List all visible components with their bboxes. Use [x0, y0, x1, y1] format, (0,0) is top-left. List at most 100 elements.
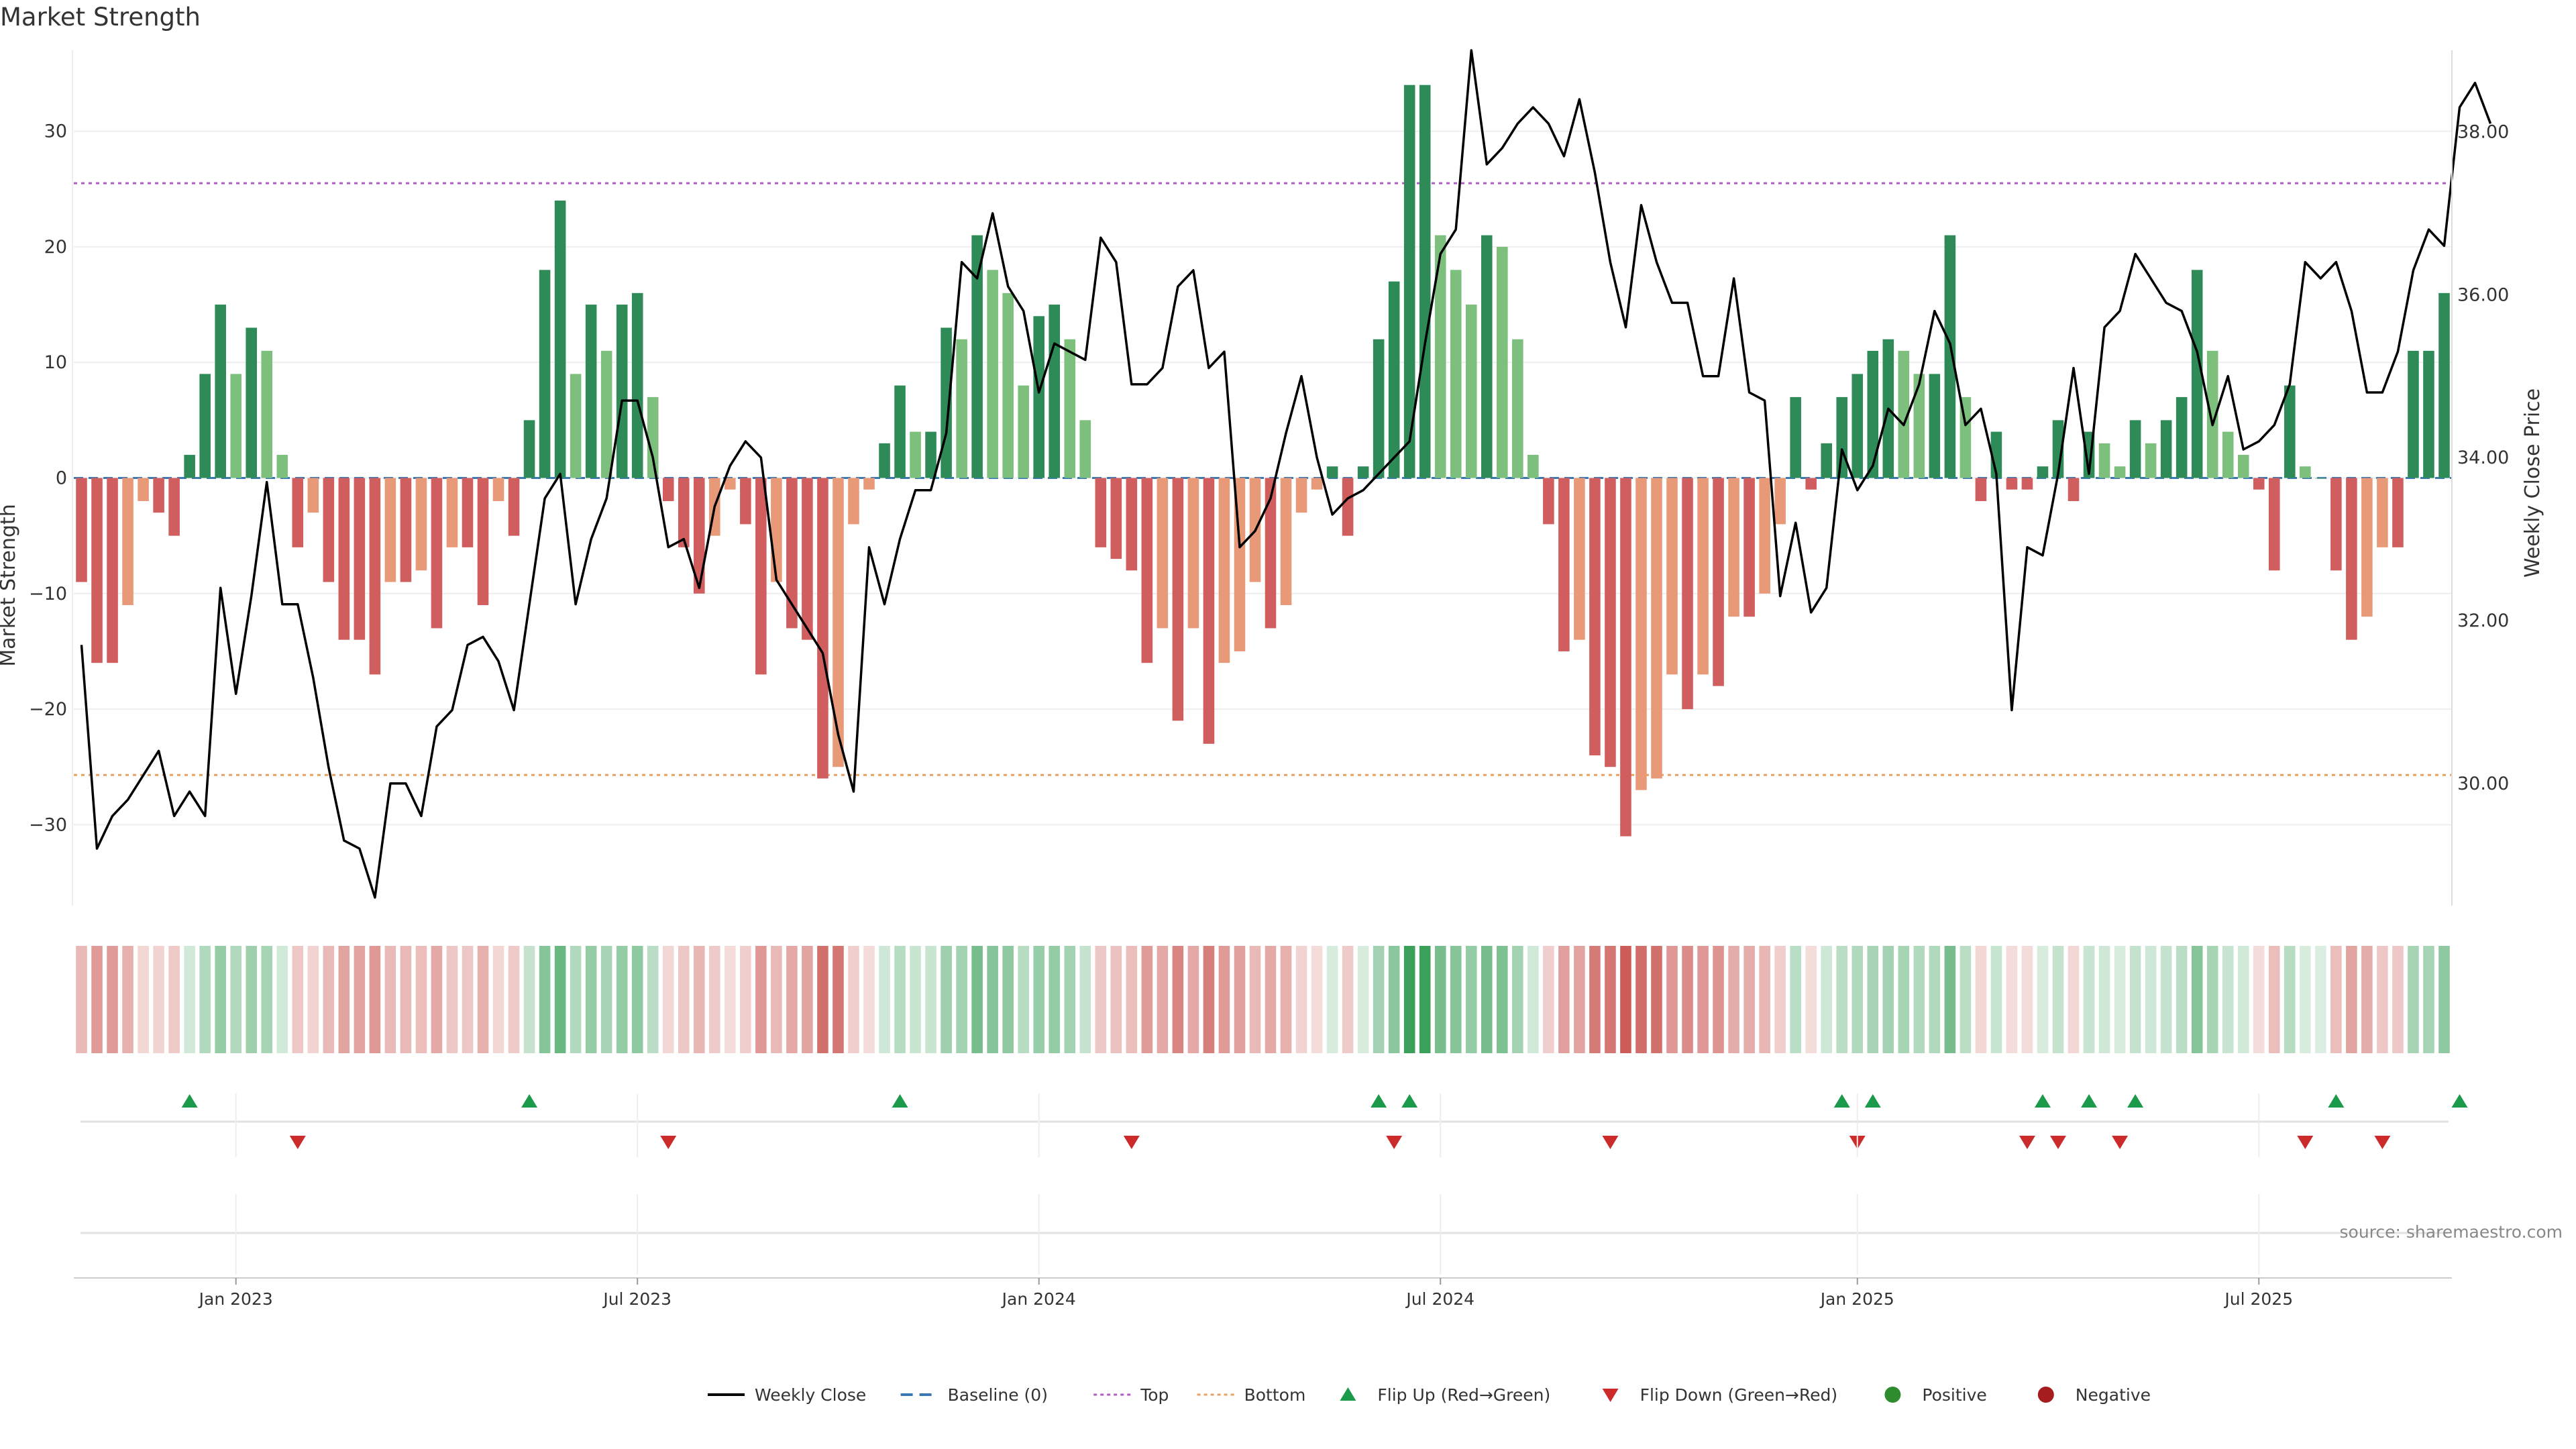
heat-cell [1960, 946, 1972, 1053]
heat-cell [2315, 946, 2326, 1053]
strength-bar [570, 374, 582, 478]
heat-cell [292, 946, 304, 1053]
strength-bar [276, 455, 288, 478]
flip-down-marker [2112, 1136, 2129, 1149]
strength-bar [987, 270, 998, 478]
heat-cell [987, 946, 998, 1053]
strength-bar [153, 478, 164, 513]
heat-cell [1944, 946, 1956, 1053]
strength-bar [354, 478, 366, 640]
heat-cell [802, 946, 813, 1053]
strength-bar [1790, 396, 1801, 478]
strength-bar [1635, 478, 1647, 790]
flip-up-marker [181, 1094, 198, 1108]
heat-cell [1064, 946, 1076, 1053]
strength-bar [523, 420, 535, 478]
heat-cell [323, 946, 335, 1053]
heat-cell [122, 946, 133, 1053]
strength-bar [600, 350, 612, 478]
strength-bar [1975, 478, 1987, 501]
strength-bar [2037, 466, 2049, 478]
heat-cell [446, 946, 458, 1053]
heat-cell [631, 946, 643, 1053]
heat-cell [2191, 946, 2203, 1053]
legend-item: Bottom [1197, 1385, 1305, 1405]
strength-bar [1450, 270, 1462, 478]
strength-bar [1295, 478, 1307, 513]
heat-cell [2021, 946, 2033, 1053]
legend-swatch [1884, 1387, 1901, 1403]
strength-bar [184, 455, 195, 478]
legend-label: Weekly Close [755, 1385, 866, 1405]
strength-bar [230, 374, 241, 478]
heat-cell [1126, 946, 1138, 1053]
heat-cell [1141, 946, 1153, 1053]
heat-cell [1450, 946, 1462, 1053]
legend-item: Flip Up (Red→Green) [1340, 1385, 1550, 1405]
heat-cell [400, 946, 412, 1053]
strength-bar [261, 350, 273, 478]
heat-cell [1049, 946, 1061, 1053]
heat-cell [508, 946, 520, 1053]
strength-bar [1682, 478, 1693, 710]
heat-cell [1373, 946, 1385, 1053]
strength-bar [1311, 478, 1323, 490]
heat-cell [1234, 946, 1246, 1053]
strength-bar [1218, 478, 1230, 663]
strength-bar [2068, 478, 2080, 501]
strength-bar [971, 235, 983, 478]
legend: Weekly Close Baseline (0) Top Bottom Flip Up… [708, 1385, 2151, 1405]
strength-bar [1574, 478, 1585, 640]
strength-bar [879, 443, 890, 478]
heat-cell [1095, 946, 1107, 1053]
flip-up-marker [2127, 1094, 2144, 1108]
heat-cell [771, 946, 782, 1053]
heat-cell [817, 946, 828, 1053]
heat-cell [477, 946, 489, 1053]
strength-bar [307, 478, 319, 513]
heat-cell [2098, 946, 2110, 1053]
strength-bar [678, 478, 690, 547]
strength-bar [215, 305, 226, 478]
heat-cell [2037, 946, 2049, 1053]
heat-cell [755, 946, 767, 1053]
x-tick-label: Jan 2025 [1819, 1289, 1894, 1309]
heat-cell [1172, 946, 1184, 1053]
strength-bar [138, 478, 149, 501]
right-tick-label: 34.00 [2457, 447, 2509, 468]
source-credit: source: sharemaestro.com [2340, 1222, 2563, 1242]
heat-cell [1249, 946, 1261, 1053]
heat-cell [1851, 946, 1864, 1053]
heat-cell [724, 946, 736, 1053]
strength-bar [1373, 339, 1385, 478]
heat-cell [910, 946, 921, 1053]
strength-bar [1728, 478, 1739, 617]
heat-cell [1574, 946, 1585, 1053]
heat-cell [1882, 946, 1894, 1053]
heat-cell [1203, 946, 1215, 1053]
strength-bar [2021, 478, 2033, 490]
strength-bar [1434, 235, 1446, 478]
heat-cell [1033, 946, 1045, 1053]
legend-item: Weekly Close [708, 1385, 866, 1405]
legend-label: Flip Down (Green→Red) [1640, 1385, 1838, 1405]
heat-cell [1697, 946, 1709, 1053]
strength-bar [1867, 350, 1879, 478]
heat-cell [1666, 946, 1678, 1053]
strength-bar [1743, 478, 1755, 617]
heat-cell [1635, 946, 1647, 1053]
legend-swatch [2037, 1387, 2054, 1403]
heat-cell [879, 946, 890, 1053]
heat-cell [76, 946, 87, 1053]
strength-bar [1605, 478, 1616, 767]
heat-cell [354, 946, 366, 1053]
strength-bar [2284, 385, 2296, 478]
heat-cell [384, 946, 396, 1053]
strength-bar [1326, 466, 1338, 478]
strength-bar [292, 478, 304, 547]
left-tick-label: 10 [44, 352, 67, 373]
strength-bar [1805, 478, 1817, 490]
heat-cell [1990, 946, 2002, 1053]
y-axis-label-left: Market Strength [0, 504, 20, 666]
